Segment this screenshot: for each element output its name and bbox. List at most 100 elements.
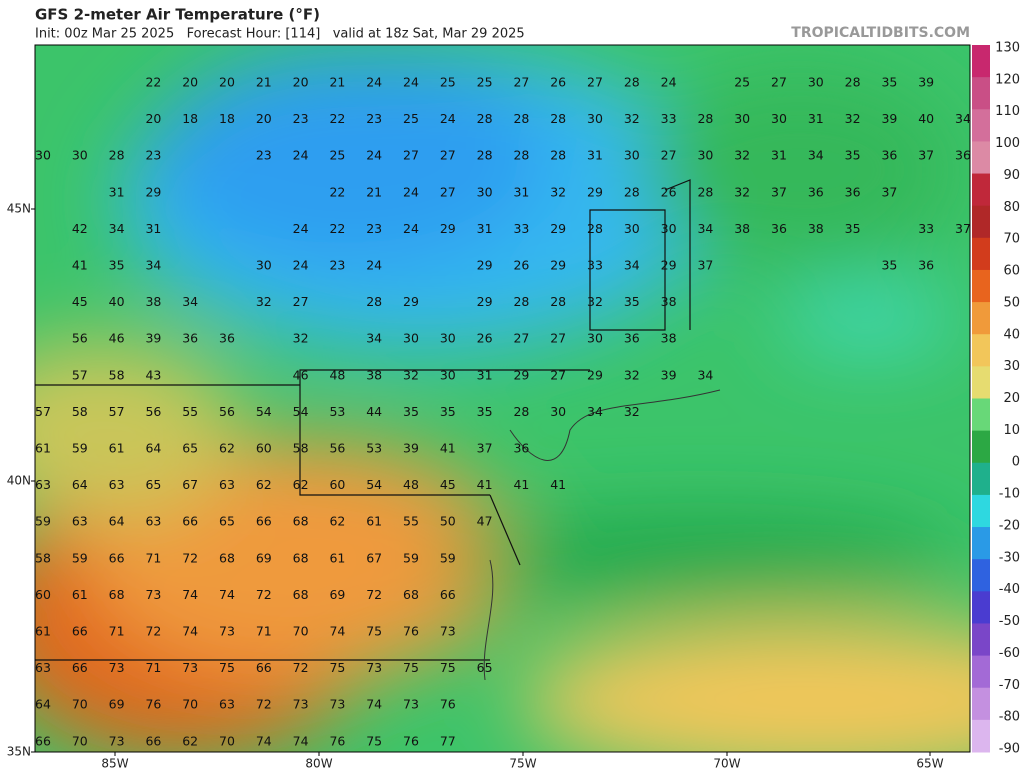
- station-temp: 30: [403, 331, 419, 346]
- station-temp: 63: [219, 477, 235, 492]
- station-temp: 62: [182, 733, 198, 748]
- station-temp: 40: [109, 294, 125, 309]
- station-temp: 71: [109, 624, 125, 639]
- station-temp: 23: [145, 148, 161, 163]
- station-temp: 22: [329, 221, 345, 236]
- colorbar-segment: [972, 655, 990, 689]
- station-temp: 45: [72, 294, 88, 309]
- station-temp: 42: [72, 221, 88, 236]
- station-temp: 31: [477, 367, 493, 382]
- station-temp: 69: [329, 587, 345, 602]
- colorbar-label: 120: [995, 72, 1020, 87]
- colorbar-label: -20: [999, 518, 1020, 533]
- colorbar-segment: [972, 141, 990, 175]
- colorbar-label: 10: [1003, 423, 1020, 438]
- colorbar-segment: [972, 687, 990, 721]
- station-temp: 75: [329, 660, 345, 675]
- station-temp: 66: [145, 733, 161, 748]
- station-temp: 72: [182, 550, 198, 565]
- station-temp: 22: [329, 184, 345, 199]
- station-temp: 24: [293, 221, 309, 236]
- colorbar-label: 110: [995, 104, 1020, 119]
- colorbar-label: 30: [1003, 359, 1020, 374]
- station-temp: 32: [734, 148, 750, 163]
- station-temp: 61: [35, 624, 51, 639]
- station-temp: 29: [661, 258, 677, 273]
- title: GFS 2-meter Air Temperature (°F): [35, 6, 320, 24]
- lon-label: 65W: [916, 757, 943, 771]
- station-temp: 61: [35, 441, 51, 456]
- station-temp: 33: [661, 111, 677, 126]
- station-temp: 28: [624, 75, 640, 90]
- lat-label: 35N: [7, 745, 31, 759]
- station-temp: 28: [513, 404, 529, 419]
- station-temp: 35: [440, 404, 456, 419]
- station-temp: 67: [366, 550, 382, 565]
- station-temp: 35: [109, 258, 125, 273]
- station-temp: 55: [182, 404, 198, 419]
- station-temp: 69: [256, 550, 272, 565]
- station-temp: 66: [440, 587, 456, 602]
- station-temp: 35: [403, 404, 419, 419]
- station-temp: 37: [918, 148, 934, 163]
- station-temp: 36: [771, 221, 787, 236]
- station-temp: 30: [771, 111, 787, 126]
- station-temp: 48: [329, 367, 345, 382]
- station-temp: 56: [329, 441, 345, 456]
- station-temp: 24: [403, 221, 419, 236]
- station-temp: 36: [918, 258, 934, 273]
- station-temp: 66: [109, 550, 125, 565]
- station-temp: 28: [550, 111, 566, 126]
- station-temp: 38: [661, 294, 677, 309]
- station-temp: 74: [293, 733, 309, 748]
- station-temp: 63: [145, 514, 161, 529]
- station-temp: 59: [440, 550, 456, 565]
- station-temp: 32: [624, 111, 640, 126]
- station-temp: 59: [72, 550, 88, 565]
- station-temp: 41: [440, 441, 456, 456]
- station-temp: 28: [513, 148, 529, 163]
- station-temp: 23: [366, 221, 382, 236]
- station-temp: 65: [145, 477, 161, 492]
- station-temp: 61: [72, 587, 88, 602]
- station-temp: 35: [624, 294, 640, 309]
- station-temp: 34: [697, 367, 713, 382]
- colorbar-label: -30: [999, 550, 1020, 565]
- subtitle: Init: 00z Mar 25 2025 Forecast Hour: [11…: [35, 27, 525, 42]
- station-temp: 38: [734, 221, 750, 236]
- station-temp: 75: [219, 660, 235, 675]
- station-temp: 27: [293, 294, 309, 309]
- station-temp: 32: [587, 294, 603, 309]
- station-temp: 69: [109, 697, 125, 712]
- station-temp: 76: [440, 697, 456, 712]
- station-temp: 28: [550, 294, 566, 309]
- station-temp: 68: [403, 587, 419, 602]
- station-temp: 27: [513, 331, 529, 346]
- station-temp: 53: [366, 441, 382, 456]
- station-temp: 18: [219, 111, 235, 126]
- station-temp: 39: [881, 111, 897, 126]
- station-temp: 34: [808, 148, 824, 163]
- station-temp: 47: [477, 514, 493, 529]
- station-temp: 72: [366, 587, 382, 602]
- station-temp: 34: [145, 258, 161, 273]
- station-temp: 36: [182, 331, 198, 346]
- colorbar-segment: [972, 366, 990, 399]
- station-temp: 21: [329, 75, 345, 90]
- station-temp: 54: [293, 404, 309, 419]
- colorbar-label: -70: [999, 678, 1020, 693]
- colorbar-label: 90: [1003, 168, 1020, 183]
- station-temp: 24: [366, 75, 382, 90]
- station-temp: 28: [697, 111, 713, 126]
- station-temp: 24: [293, 258, 309, 273]
- station-temp: 57: [72, 367, 88, 382]
- colorbar-label: -90: [999, 742, 1020, 757]
- station-temp: 22: [329, 111, 345, 126]
- colorbar-label: 50: [1003, 295, 1020, 310]
- station-temp: 66: [35, 733, 51, 748]
- station-temp: 29: [440, 221, 456, 236]
- station-temp: 70: [72, 733, 88, 748]
- station-temp: 70: [72, 697, 88, 712]
- station-temp: 74: [329, 624, 345, 639]
- station-temp: 30: [587, 331, 603, 346]
